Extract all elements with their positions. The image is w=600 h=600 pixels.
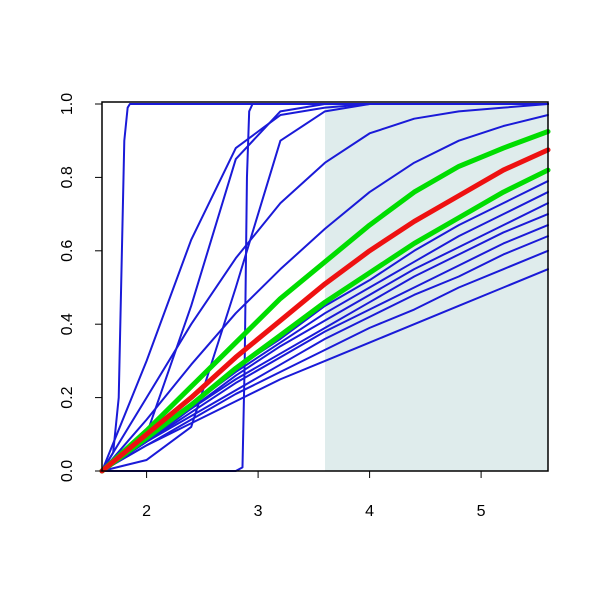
y-tick-label: 0.2	[59, 386, 76, 408]
curve	[99, 167, 551, 474]
curve	[101, 235, 549, 472]
x-tick-label: 3	[254, 503, 263, 520]
x-tick-label: 5	[477, 503, 486, 520]
x-tick-label: 2	[142, 503, 151, 520]
curve	[101, 268, 549, 472]
curve	[101, 103, 549, 472]
y-tick-label: 1.0	[59, 93, 76, 115]
x-tick-label: 4	[365, 503, 374, 520]
curve	[101, 249, 549, 472]
curve	[99, 129, 551, 474]
y-tick-label: 0.6	[59, 240, 76, 262]
curve	[99, 147, 551, 474]
y-tick-label: 0.8	[59, 166, 76, 188]
curve	[101, 213, 549, 472]
y-tick-label: 0.0	[59, 460, 76, 482]
curve	[101, 224, 549, 472]
y-tick-label: 0.4	[59, 313, 76, 335]
curve	[101, 114, 549, 472]
plot-frame	[101, 101, 549, 472]
